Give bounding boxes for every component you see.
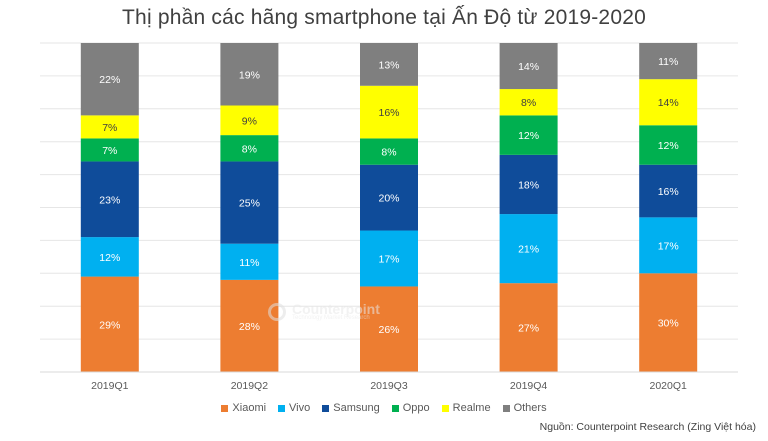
bar-segment-samsung-2019q3 — [360, 164, 418, 231]
bar-segment-samsung-2019q1 — [80, 161, 139, 238]
legend-item-samsung: Samsung — [322, 402, 380, 414]
bar-segment-realme-2019q2 — [220, 105, 279, 136]
data-label: 11% — [658, 56, 678, 68]
data-label: 21% — [518, 244, 539, 256]
bar-segment-oppo-2020q1 — [639, 125, 698, 165]
bar-segment-samsung-2019q4 — [499, 154, 558, 215]
legend-label: Oppo — [402, 402, 430, 414]
bar-segment-samsung-2020q1 — [639, 164, 698, 218]
data-label: 14% — [658, 97, 679, 109]
counterpoint-watermark: Counterpoint Technology Market Research — [268, 301, 380, 321]
bar-segment-oppo-2019q3 — [360, 138, 418, 165]
bar-segment-realme-2019q4 — [499, 89, 558, 116]
chart-title: Thị phần các hãng smartphone tại Ấn Độ t… — [122, 6, 646, 29]
data-label: 30% — [658, 318, 679, 330]
data-label: 16% — [378, 107, 399, 119]
bar-segment-xiaomi-2019q1 — [80, 276, 139, 372]
data-label: 12% — [99, 252, 120, 264]
data-label: 8% — [242, 143, 257, 155]
data-label: 16% — [658, 186, 679, 198]
data-label: 12% — [658, 140, 679, 152]
data-label: 8% — [381, 147, 396, 159]
legend-item-oppo: Oppo — [391, 402, 430, 414]
bar-segment-vivo-2019q1 — [80, 237, 139, 277]
bar-segment-others-2019q4 — [499, 43, 558, 90]
data-labels: 29% 12% 23% 7% 7% 22% 28% 11% 25% 8% 9% 19% 26% 17% 20… — [99, 56, 678, 336]
data-label: 12% — [518, 130, 539, 142]
data-label: 8% — [521, 97, 536, 109]
bar-stacks — [80, 43, 698, 372]
data-label: 18% — [518, 179, 539, 191]
bar-segment-realme-2019q1 — [80, 115, 139, 139]
data-label: 29% — [99, 319, 120, 331]
bar-segment-others-2019q2 — [220, 43, 279, 106]
data-label: 14% — [518, 61, 539, 73]
data-label: 23% — [99, 194, 120, 206]
legend-item-others: Others — [502, 402, 547, 414]
legend-swatch — [278, 404, 286, 412]
data-label: 9% — [242, 115, 257, 127]
source-note: Nguồn: Counterpoint Research (Zing Việt … — [539, 421, 756, 433]
data-label: 22% — [99, 74, 120, 86]
x-tick-label: 2020Q1 — [650, 380, 688, 392]
legend-label: Xiaomi — [232, 402, 267, 414]
data-label: 7% — [102, 145, 117, 157]
bar-segment-vivo-2019q3 — [360, 230, 418, 287]
bar-segment-vivo-2019q2 — [220, 243, 279, 280]
legend-label: Vivo — [289, 402, 311, 414]
data-label: 20% — [378, 193, 399, 205]
data-label: 27% — [518, 323, 539, 335]
legend-swatch — [441, 404, 449, 412]
legend-swatch — [502, 404, 510, 412]
watermark-tagline: Technology Market Research — [292, 315, 370, 321]
legend: Xiaomi Vivo Samsung Oppo Realme Others — [0, 402, 768, 414]
bar-segment-xiaomi-2019q3 — [360, 286, 418, 372]
data-label: 17% — [378, 253, 399, 265]
legend-item-xiaomi: Xiaomi — [221, 402, 266, 414]
x-tick-label: 2019Q1 — [91, 380, 129, 392]
legend-swatch — [391, 404, 399, 412]
data-label: 11% — [239, 257, 259, 269]
bar-segment-vivo-2020q1 — [639, 217, 698, 274]
bar-segment-xiaomi-2019q2 — [220, 279, 279, 372]
legend-swatch — [221, 404, 229, 412]
watermark-name: Counterpoint — [292, 301, 380, 317]
bar-segment-xiaomi-2019q4 — [499, 283, 558, 372]
bar-segment-oppo-2019q4 — [499, 115, 558, 155]
data-label: 13% — [378, 59, 399, 71]
legend-label: Realme — [452, 402, 491, 414]
bar-segment-realme-2020q1 — [639, 79, 698, 126]
x-axis-ticks: 2019Q1 2019Q2 2019Q3 2019Q4 2020Q1 — [91, 380, 687, 392]
data-label: 26% — [378, 324, 399, 336]
bar-segment-oppo-2019q2 — [220, 135, 279, 162]
bar-segment-others-2019q3 — [360, 43, 418, 86]
x-tick-label: 2019Q2 — [231, 380, 269, 392]
legend-label: Samsung — [333, 402, 380, 414]
x-tick-label: 2019Q3 — [370, 380, 408, 392]
data-label: 7% — [102, 122, 117, 134]
bar-segment-realme-2019q3 — [360, 85, 418, 139]
bar-segment-samsung-2019q2 — [220, 161, 279, 244]
legend-label: Others — [513, 402, 547, 414]
data-label: 17% — [658, 240, 679, 252]
bar-segment-oppo-2019q1 — [80, 138, 139, 162]
bar-segment-others-2019q1 — [80, 43, 139, 116]
data-label: 19% — [239, 69, 260, 81]
legend-item-vivo: Vivo — [278, 402, 310, 414]
data-label: 28% — [239, 321, 260, 333]
x-tick-label: 2019Q4 — [510, 380, 548, 392]
legend-item-realme: Realme — [441, 402, 491, 414]
legend-swatch — [322, 404, 330, 412]
counterpoint-logo-icon — [268, 303, 286, 321]
data-label: 25% — [239, 198, 260, 210]
bar-segment-xiaomi-2020q1 — [639, 273, 698, 372]
bar-segment-others-2020q1 — [639, 43, 698, 80]
bar-segment-vivo-2019q4 — [499, 214, 558, 284]
